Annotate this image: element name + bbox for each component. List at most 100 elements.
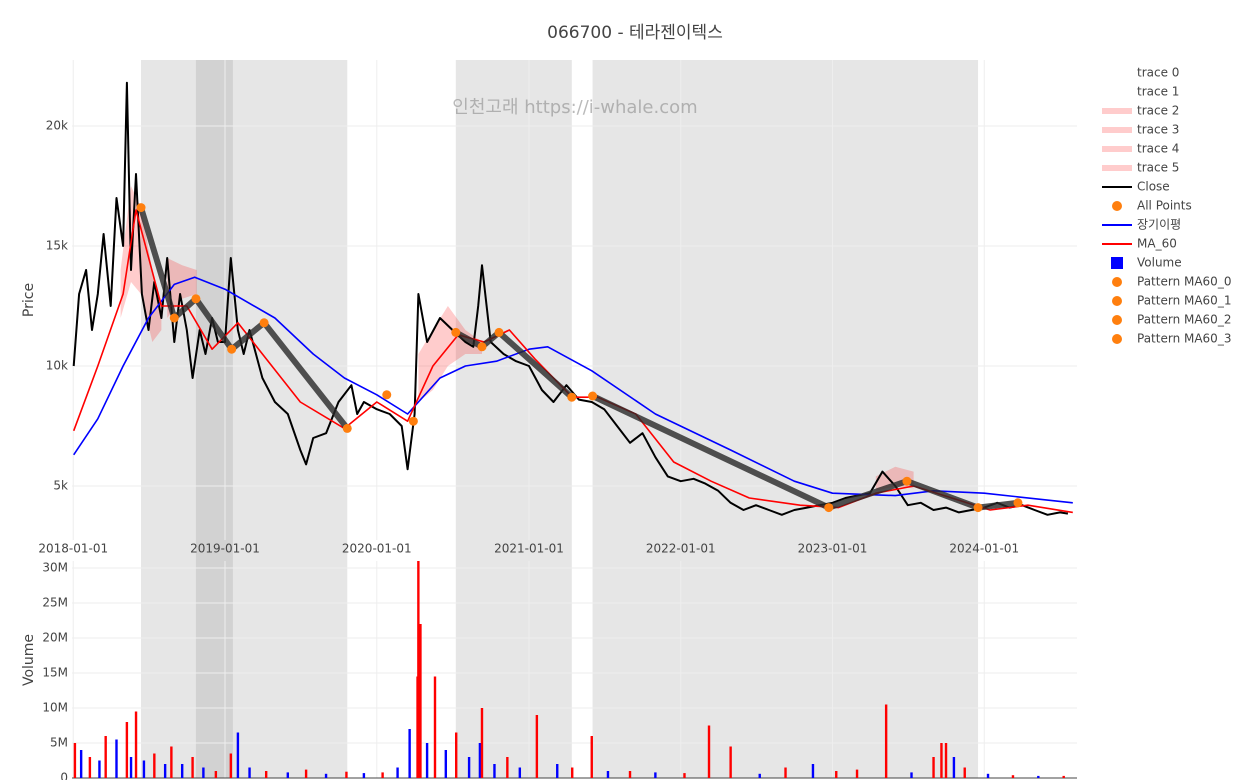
volume-bar (88, 757, 92, 778)
watermark: 인천고래 https://i-whale.com (452, 97, 697, 118)
volume-bar (940, 743, 943, 778)
point-marker (451, 327, 461, 337)
volume-bar (129, 757, 133, 778)
volume-bar (163, 764, 167, 778)
legend-label: trace 4 (1137, 142, 1179, 156)
legend-swatch (1111, 257, 1123, 269)
volume-bar (952, 757, 956, 778)
volume-bar (884, 704, 888, 778)
volume-bar (707, 725, 711, 778)
highlight-period (455, 60, 572, 778)
y2-tick-label: 0 (60, 771, 68, 780)
volume-bar (202, 767, 205, 778)
volume-bar (590, 736, 593, 778)
volume-bar (910, 772, 913, 778)
chart-title: 066700 - 테라젠이텍스 (547, 23, 723, 43)
legend-label: Pattern MA60_0 (1137, 275, 1231, 289)
volume-bar (170, 746, 173, 778)
pattern-line (454, 329, 574, 400)
volume-bar (493, 764, 496, 778)
volume-bar (98, 760, 101, 778)
volume-bar (467, 757, 471, 778)
y2-tick-label: 5M (50, 736, 68, 750)
point-marker (136, 203, 146, 213)
y-tick-label: 20k (46, 119, 68, 133)
legend-label: MA_60 (1137, 237, 1177, 251)
volume-bar (556, 764, 559, 778)
volume-bar (1037, 775, 1040, 778)
volume-bar (944, 743, 948, 778)
legend-label: Pattern MA60_2 (1137, 313, 1231, 327)
volume-bar (142, 760, 146, 778)
volume-bar (571, 767, 574, 778)
legend-swatch (1112, 296, 1122, 306)
volume-bar (654, 772, 657, 778)
legend-label: Close (1137, 180, 1170, 194)
volume-bar (628, 771, 632, 778)
volume-bar (408, 729, 411, 778)
legend-swatch (1112, 277, 1122, 287)
legend-swatch (1112, 315, 1122, 325)
volume-bar (134, 711, 138, 778)
volume-bar (478, 743, 482, 778)
y2-tick-label: 20M (42, 631, 68, 645)
volume-bar (264, 771, 268, 778)
point-marker (408, 416, 418, 426)
y-tick-label: 15k (46, 239, 68, 253)
legend-label: Volume (1137, 256, 1182, 270)
volume-bar (362, 773, 366, 778)
legend-label: Pattern MA60_1 (1137, 294, 1231, 308)
volume-bar (444, 750, 448, 778)
volume-bar (115, 739, 118, 778)
y2-tick-label: 15M (42, 666, 68, 680)
volume-bar (535, 715, 539, 778)
point-marker (382, 390, 392, 400)
y2-tick-label: 10M (42, 701, 68, 715)
volume-bar (835, 771, 838, 778)
volume-bar (683, 773, 686, 778)
y2-tick-label: 30M (42, 561, 68, 575)
volume-bar (229, 753, 233, 778)
legend-label: trace 1 (1137, 85, 1179, 99)
x-tick-label: 2024-01-01 (949, 542, 1019, 556)
volume-bar (480, 708, 484, 778)
volume-bar (304, 769, 308, 778)
volume-bar (518, 767, 522, 778)
volume-bar (419, 624, 422, 778)
point-marker (1013, 498, 1023, 508)
volume-bar (125, 722, 129, 778)
highlight-period (592, 60, 979, 778)
volume-bar (248, 767, 251, 778)
point-marker (169, 313, 179, 323)
volume-bar (345, 771, 348, 778)
legend-label: trace 3 (1137, 123, 1179, 137)
legend-label: 장기이평 (1137, 218, 1181, 232)
volume-bar (506, 757, 509, 778)
volume-bar (784, 767, 787, 778)
volume-bar (425, 743, 429, 778)
point-marker (588, 391, 598, 401)
pattern-line (138, 206, 350, 431)
volume-bar (758, 773, 761, 778)
y2-tick-label: 25M (42, 596, 68, 610)
volume-bar (104, 736, 107, 778)
volume-bar (433, 676, 437, 778)
volume-bar (214, 771, 218, 778)
pattern-line (977, 499, 1019, 511)
legend-label: trace 0 (1137, 66, 1179, 80)
legend-label: trace 2 (1137, 104, 1179, 118)
y-tick-label: 10k (46, 359, 68, 373)
point-marker (191, 294, 201, 304)
point-marker (259, 318, 269, 328)
volume-bar (381, 772, 384, 778)
y-tick-label: 5k (53, 479, 68, 493)
volume-bar (729, 746, 732, 778)
band-area (167, 258, 197, 318)
volume-bar (855, 769, 859, 778)
legend-label: Pattern MA60_3 (1137, 332, 1231, 346)
volume-bar (191, 757, 194, 778)
volume-bar (1062, 775, 1065, 778)
point-marker (567, 392, 577, 402)
